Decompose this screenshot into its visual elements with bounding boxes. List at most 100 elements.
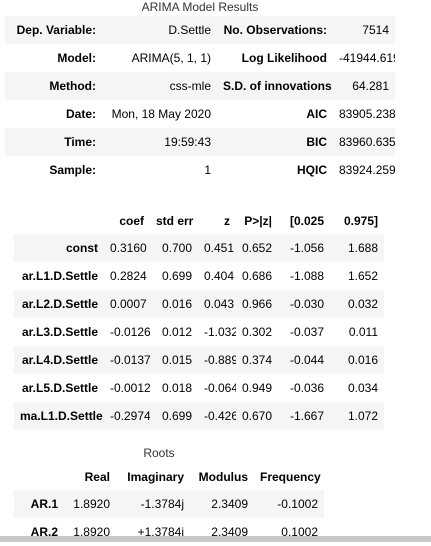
table-row: AR.2 1.8920 +1.3784j 2.3409 0.1002 — [14, 518, 324, 546]
stat-label: Time: — [5, 128, 102, 156]
coefficients-table: coef std err z P>|z| [0.025 0.975] const… — [14, 208, 384, 430]
summary-caption: ARIMA Model Results — [141, 0, 259, 14]
table-cell: -1.088 — [289, 269, 324, 283]
table-cell: -0.889 — [198, 346, 236, 374]
table-cell: 0.3160 — [104, 234, 150, 262]
column-header: Imaginary — [127, 470, 184, 484]
table-cell: 0.034 — [347, 381, 378, 395]
table-header-row: Real Imaginary Modulus Frequency — [14, 464, 324, 490]
stat-value: D.Settle — [102, 16, 217, 44]
table-cell: -0.0012 — [110, 381, 150, 395]
row-label: ma.L1.D.Settle — [14, 402, 104, 430]
table-cell: -0.044 — [278, 346, 330, 374]
column-header: Real — [84, 470, 110, 484]
table-row: ar.L4.D.Settle -0.0137 0.015 -0.889 0.37… — [14, 346, 384, 374]
stat-label: Sample: — [49, 163, 96, 177]
table-cell: -1.3784j — [116, 490, 190, 518]
column-header: z — [224, 214, 230, 228]
table-cell: 0.686 — [242, 269, 273, 283]
row-label: ar.L3.D.Settle — [21, 325, 98, 339]
table-cell: 0.016 — [330, 346, 384, 374]
column-header: Modulus — [198, 470, 248, 484]
column-header: 0.975] — [343, 214, 378, 228]
table-cell: -0.037 — [289, 325, 324, 339]
horizontal-scrollbar[interactable] — [0, 536, 431, 542]
table-cell: 2.3409 — [190, 490, 254, 518]
stat-value: 1 — [204, 163, 211, 177]
table-cell: -0.2974 — [104, 402, 150, 430]
table-cell: -1.667 — [278, 402, 330, 430]
stat-value: 19:59:43 — [102, 128, 217, 156]
table-cell: -0.036 — [289, 381, 324, 395]
stat-value: ARIMA(5, 1, 1) — [131, 51, 211, 65]
table-cell: 0.670 — [236, 402, 278, 430]
table-row: ar.L2.D.Settle 0.0007 0.016 0.043 0.966 … — [14, 290, 384, 318]
row-label: ar.L2.D.Settle — [14, 290, 104, 318]
table-cell: -1.032 — [204, 325, 236, 339]
column-header: P>|z| — [244, 214, 272, 228]
table-cell: 0.016 — [150, 290, 198, 318]
table-cell: 1.8920 — [64, 490, 116, 518]
stat-value: Mon, 18 May 2020 — [111, 107, 211, 121]
table-cell: 0.032 — [330, 290, 384, 318]
stat-label: Method: — [5, 72, 102, 100]
table-row: ar.L5.D.Settle -0.0012 0.018 -0.064 0.94… — [14, 374, 384, 402]
table-row: Dep. Variable: D.Settle No. Observations… — [5, 16, 395, 44]
table-cell: 0.699 — [161, 269, 192, 283]
stat-label: Log Likelihood — [241, 51, 327, 65]
table-cell: 1.652 — [347, 269, 378, 283]
stat-label: Model: — [57, 51, 96, 65]
table-cell: 1.072 — [330, 402, 384, 430]
table-row: const 0.3160 0.700 0.451 0.652 -1.056 1.… — [14, 234, 384, 262]
stat-label: BIC — [217, 128, 333, 156]
table-row: ar.L3.D.Settle -0.0126 0.012 -1.032 0.30… — [14, 318, 384, 346]
stat-label: Date: — [65, 107, 96, 121]
column-header: std err — [156, 214, 194, 228]
table-cell: 0.2824 — [110, 269, 147, 283]
table-cell: -0.064 — [204, 381, 236, 395]
model-summary-table: Dep. Variable: D.Settle No. Observations… — [5, 16, 395, 184]
table-cell: -0.030 — [278, 290, 330, 318]
stat-label: Dep. Variable: — [5, 16, 102, 44]
stat-value: 83960.635 — [333, 128, 395, 156]
table-cell: 0.699 — [150, 402, 198, 430]
table-cell: 2.3409 — [211, 525, 248, 539]
roots-table: Real Imaginary Modulus Frequency AR.1 1.… — [14, 464, 324, 546]
stat-label: S.D. of innovations — [217, 72, 333, 100]
table-cell: 0.966 — [236, 290, 278, 318]
stat-label: AIC — [306, 107, 327, 121]
table-cell: 0.451 — [198, 234, 236, 262]
table-cell: +1.3784j — [137, 525, 184, 539]
table-cell: -0.0137 — [104, 346, 150, 374]
column-header — [14, 208, 104, 234]
table-cell: 0.043 — [198, 290, 236, 318]
table-cell: -0.1002 — [254, 490, 324, 518]
roots-caption: Roots — [143, 446, 175, 460]
table-cell: 0.700 — [150, 234, 198, 262]
column-header — [14, 464, 64, 490]
table-row: Model: ARIMA(5, 1, 1) Log Likelihood -41… — [5, 44, 395, 72]
table-row: AR.1 1.8920 -1.3784j 2.3409 -0.1002 — [14, 490, 324, 518]
stat-value: 7514 — [333, 16, 395, 44]
stat-value: -41944.619 — [339, 51, 395, 65]
row-label: AR.2 — [30, 525, 58, 539]
table-cell: -0.0126 — [110, 325, 150, 339]
row-label: const — [14, 234, 104, 262]
table-cell: 0.949 — [242, 381, 273, 395]
column-header: coef — [119, 214, 144, 228]
table-cell: 0.011 — [348, 325, 378, 339]
table-cell: 1.688 — [330, 234, 384, 262]
stat-label: No. Observations: — [217, 16, 333, 44]
stat-value: 83924.259 — [339, 163, 395, 177]
stat-value: 83905.238 — [339, 107, 395, 121]
table-cell: 0.1002 — [281, 525, 318, 539]
column-header: [0.025 — [289, 214, 324, 228]
table-cell: -0.426 — [198, 402, 236, 430]
table-cell: 1.8920 — [73, 525, 110, 539]
table-cell: 0.652 — [236, 234, 278, 262]
table-row: ma.L1.D.Settle -0.2974 0.699 -0.426 0.67… — [14, 402, 384, 430]
table-cell: 0.0007 — [104, 290, 150, 318]
table-row: Time: 19:59:43 BIC 83960.635 — [5, 128, 395, 156]
table-row: ar.L1.D.Settle 0.2824 0.699 0.404 0.686 … — [14, 262, 384, 290]
row-label: ar.L4.D.Settle — [14, 346, 104, 374]
